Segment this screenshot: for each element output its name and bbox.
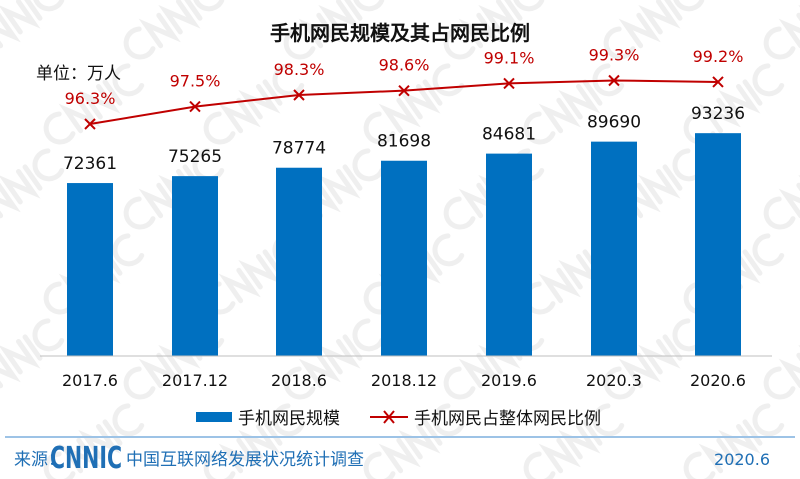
watermark-logo	[0, 0, 63, 62]
x-tick-label: 2017.6	[62, 371, 118, 390]
ratio-label: 98.6%	[379, 56, 430, 75]
watermark-logo	[761, 149, 800, 232]
legend-bar-swatch	[196, 412, 232, 422]
ratio-label: 97.5%	[170, 72, 221, 91]
ratio-marker	[293, 89, 305, 101]
bar-value-label: 84681	[482, 125, 536, 145]
watermark-logo	[0, 149, 63, 232]
ratio-label: 99.2%	[693, 47, 744, 66]
bar-value-label: 78774	[272, 139, 326, 159]
ratio-label: 99.1%	[484, 48, 535, 67]
ratio-label: 98.3%	[274, 60, 325, 79]
bar-value-label: 72361	[63, 154, 117, 174]
bar	[486, 153, 532, 356]
bar	[591, 141, 637, 356]
survey-name: 中国互联网络发展状况统计调查	[126, 450, 364, 470]
bar	[67, 183, 113, 356]
bar	[695, 133, 741, 356]
ratio-marker	[84, 118, 96, 130]
bar-value-label: 89690	[587, 113, 641, 133]
bar	[276, 167, 322, 356]
legend-bar-label: 手机网民规模	[238, 409, 340, 429]
source-label: 来源：	[14, 450, 65, 470]
watermark-logo	[121, 0, 223, 62]
legend-line-label: 手机网民占整体网民比例	[414, 409, 601, 429]
watermark-logo	[761, 319, 800, 402]
bar-value-label: 93236	[691, 104, 745, 124]
cnnic-logo: CNNIC	[50, 441, 122, 476]
bar	[381, 160, 427, 356]
ratio-marker	[398, 84, 410, 97]
x-tick-label: 2018.12	[371, 371, 437, 390]
ratio-marker	[608, 74, 620, 87]
x-tick-label: 2019.6	[481, 371, 537, 390]
legend: 手机网民规模 手机网民占整体网民比例	[196, 409, 601, 429]
x-tick-label: 2020.3	[586, 371, 642, 390]
x-tick-label: 2020.6	[690, 371, 746, 390]
bar-value-label: 75265	[168, 147, 222, 167]
ratio-label: 96.3%	[65, 89, 116, 108]
ratio-marker	[189, 100, 201, 113]
watermark-logo	[761, 0, 800, 62]
legend-x-marker	[383, 410, 395, 424]
report-date: 2020.6	[714, 450, 770, 469]
bar	[172, 176, 218, 356]
unit-label: 单位：万人	[36, 64, 121, 84]
x-tick-label: 2018.6	[271, 371, 327, 390]
bar-value-label: 81698	[377, 132, 431, 152]
ratio-label: 99.3%	[589, 46, 640, 65]
chart-title: 手机网民规模及其占网民比例	[270, 21, 530, 45]
watermark-logo	[0, 319, 63, 402]
ratio-marker	[503, 77, 515, 90]
x-tick-label: 2017.12	[162, 371, 228, 390]
ratio-marker	[712, 76, 724, 88]
